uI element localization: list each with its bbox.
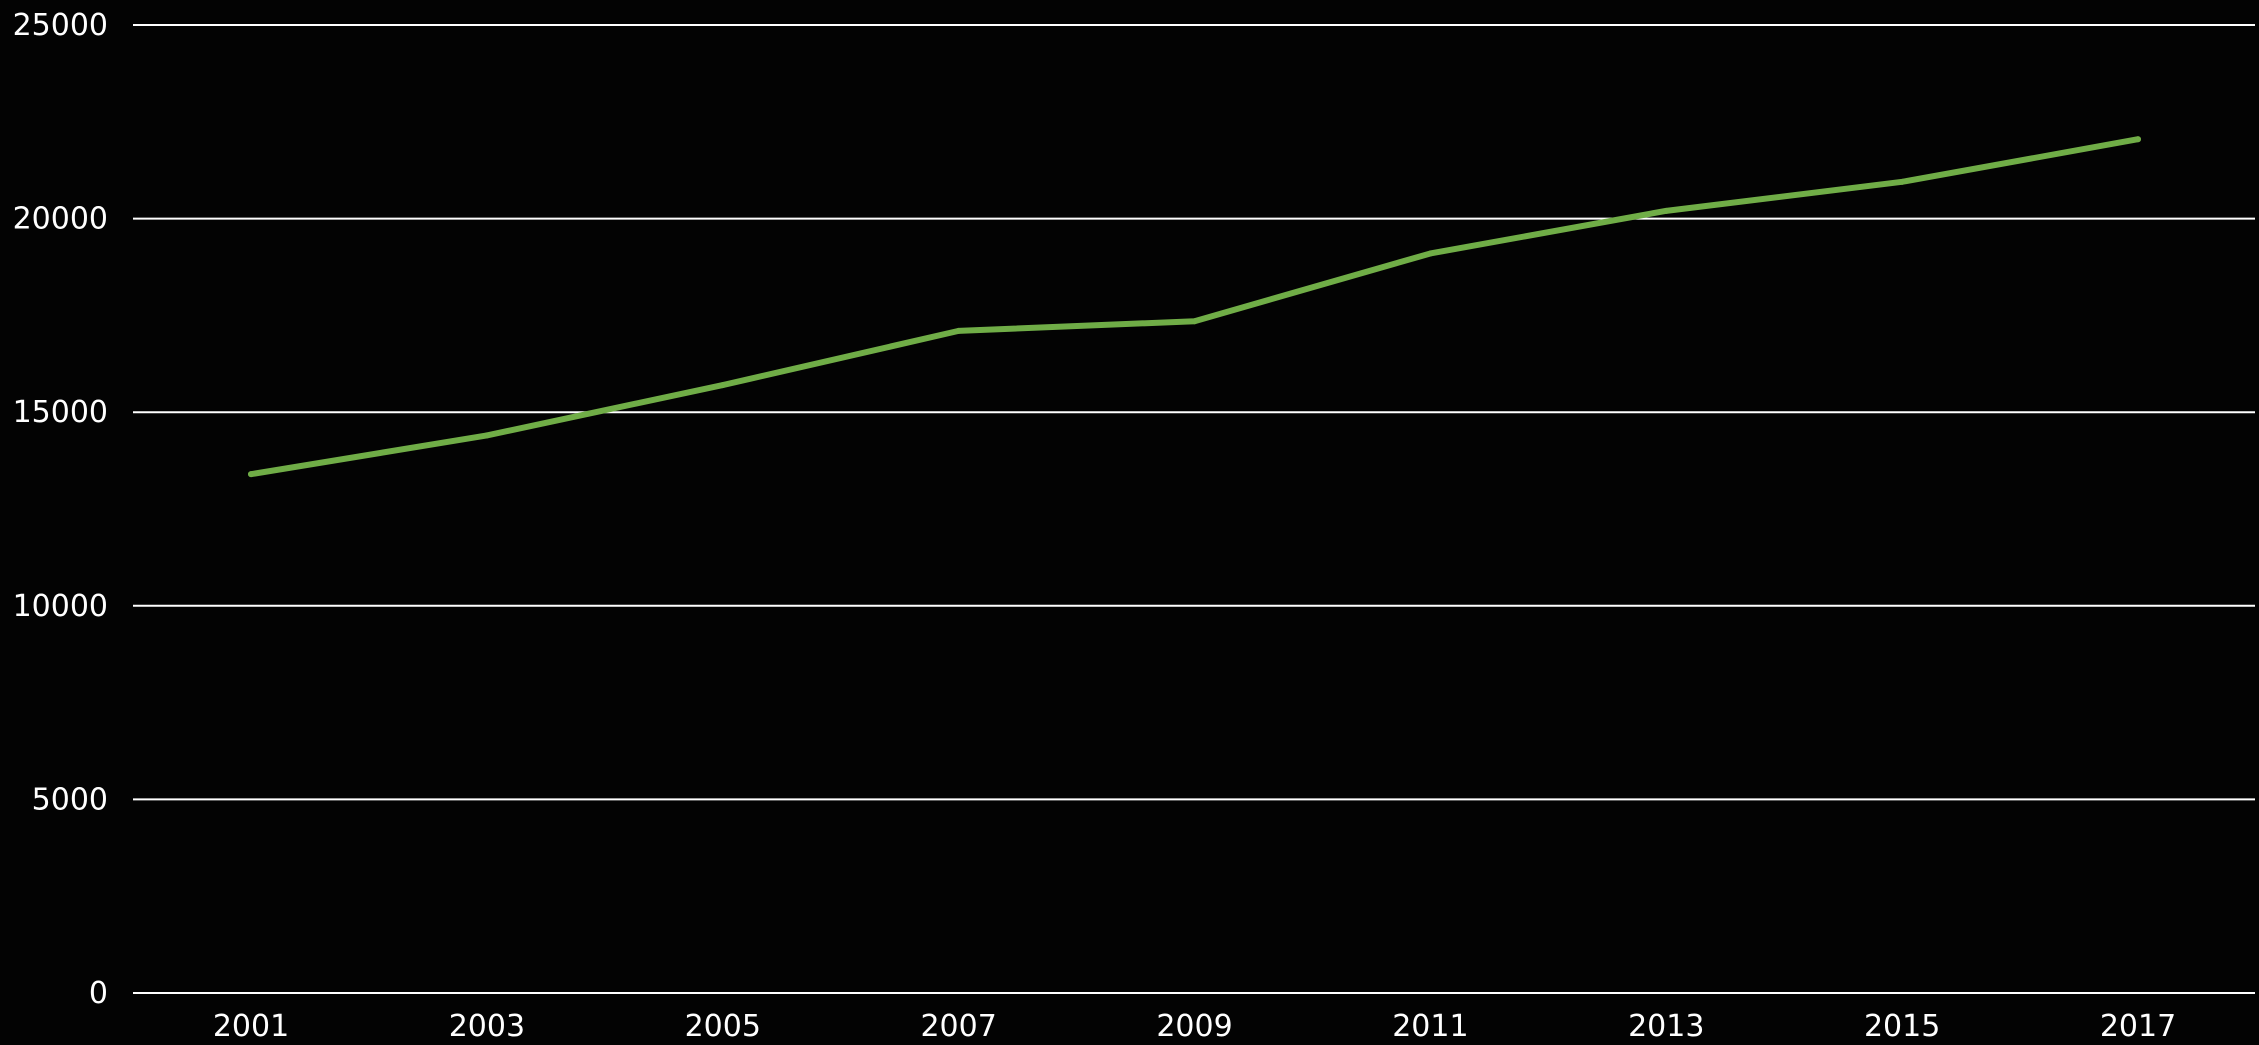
data-point-2001 (248, 471, 254, 478)
data-point-2009 (1191, 318, 1198, 325)
x-tick-label: 2007 (920, 1009, 996, 1044)
data-point-2003 (483, 432, 490, 439)
data-point-2007 (955, 327, 962, 334)
x-tick-label: 2009 (1156, 1009, 1232, 1044)
data-point-2017 (2135, 136, 2141, 143)
data-point-2013 (1663, 207, 1670, 214)
y-tick-label: 0 (89, 976, 108, 1011)
y-axis-tick-labels: 0 5000 10000 15000 20000 25000 (13, 8, 108, 1011)
x-axis-tick-labels: 2001 2003 2005 2007 2009 2011 2013 2015 2017 (213, 1009, 2176, 1044)
x-tick-label: 2005 (685, 1009, 761, 1044)
x-tick-label: 2003 (449, 1009, 525, 1044)
x-tick-label: 2013 (1628, 1009, 1704, 1044)
y-tick-label: 5000 (32, 782, 108, 817)
x-tick-label: 2015 (1864, 1009, 1940, 1044)
y-tick-label: 15000 (13, 395, 108, 430)
gridlines (133, 24, 2255, 994)
data-point-2015 (1899, 178, 1906, 185)
data-point-2005 (719, 382, 726, 389)
x-tick-label: 2017 (2100, 1009, 2176, 1044)
x-tick-label: 2001 (213, 1009, 289, 1044)
series-lines (248, 136, 2141, 478)
y-tick-label: 10000 (13, 589, 108, 624)
x-tick-label: 2011 (1392, 1009, 1468, 1044)
y-tick-label: 20000 (13, 202, 108, 237)
data-point-2011 (1427, 250, 1434, 257)
y-tick-label: 25000 (13, 8, 108, 43)
